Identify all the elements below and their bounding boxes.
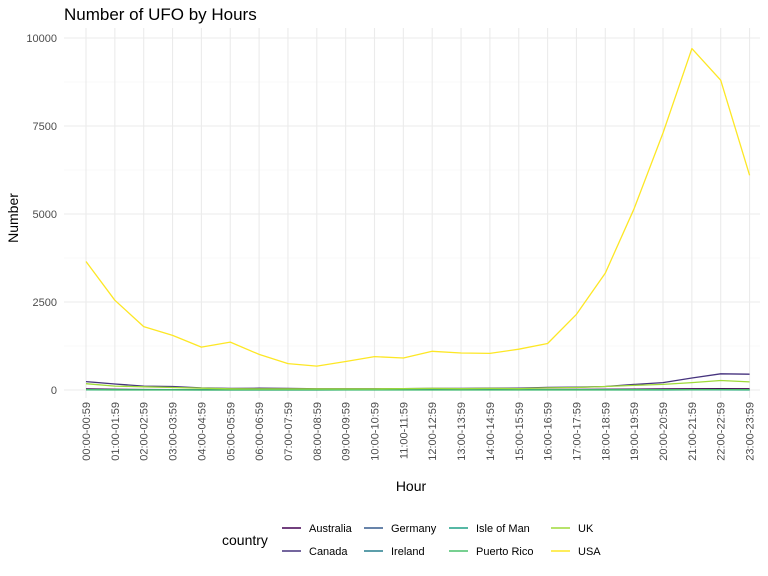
legend-label: Ireland xyxy=(391,546,425,558)
series-line-usa xyxy=(85,47,751,367)
legend-item-ireland: Ireland xyxy=(364,546,425,558)
legend-title: country xyxy=(222,532,268,548)
y-tick-label: 10000 xyxy=(26,33,57,45)
y-axis-title: Number xyxy=(5,193,21,243)
x-tick-label: 09:00-09:59 xyxy=(341,402,353,461)
legend-label: Canada xyxy=(309,546,348,558)
x-tick-label: 13:00-13:59 xyxy=(456,402,468,461)
y-tick-label: 2500 xyxy=(33,297,57,309)
x-tick-label: 04:00-04:59 xyxy=(196,402,208,461)
x-tick-label: 06:00-06:59 xyxy=(254,402,266,461)
legend: country Australia Canada Germany Ireland Isl… xyxy=(222,523,601,558)
legend-label: Germany xyxy=(391,523,437,535)
x-tick-label: 11:00-11:59 xyxy=(398,402,410,459)
grid xyxy=(64,28,760,398)
x-tick-label: 00:00-00:59 xyxy=(81,402,93,461)
x-axis-title: Hour xyxy=(396,478,427,494)
x-tick-label: 02:00-02:59 xyxy=(139,402,151,461)
x-tick-label: 12:00-12:59 xyxy=(427,402,439,461)
series-lines xyxy=(85,47,751,391)
legend-label: Australia xyxy=(309,523,353,535)
chart-title: Number of UFO by Hours xyxy=(64,5,257,24)
legend-item-australia: Australia xyxy=(282,523,353,535)
x-tick-label: 08:00-08:59 xyxy=(312,402,324,461)
legend-item-germany: Germany xyxy=(364,523,437,535)
series-line-uk xyxy=(85,379,750,390)
x-tick-label: 17:00-17:59 xyxy=(571,402,583,461)
x-tick-label: 20:00-20:59 xyxy=(658,402,670,461)
legend-item-canada: Canada xyxy=(282,546,348,558)
x-tick-label: 05:00-05:59 xyxy=(225,402,237,461)
x-tick-label: 07:00-07:59 xyxy=(283,402,295,461)
x-tick-label: 03:00-03:59 xyxy=(168,402,180,461)
x-tick-label: 21:00-21:59 xyxy=(687,402,699,461)
x-tick-label: 22:00-22:59 xyxy=(716,402,728,461)
legend-item-uk: UK xyxy=(551,523,594,535)
legend-label: UK xyxy=(578,523,594,535)
x-tick-label: 18:00-18:59 xyxy=(600,402,612,461)
legend-label: Puerto Rico xyxy=(476,546,533,558)
legend-label: USA xyxy=(578,546,601,558)
y-tick-label: 5000 xyxy=(33,209,57,221)
y-axis-ticks: 0 2500 5000 7500 10000 xyxy=(26,33,57,397)
x-tick-label: 14:00-14:59 xyxy=(485,402,497,461)
y-tick-label: 7500 xyxy=(33,121,57,133)
x-tick-label: 01:00-01:59 xyxy=(110,402,122,461)
x-tick-label: 19:00-19:59 xyxy=(629,402,641,461)
legend-item-puerto-rico: Puerto Rico xyxy=(449,546,533,558)
x-tick-label: 16:00-16:59 xyxy=(543,402,555,461)
series-line-canada xyxy=(85,373,750,390)
y-tick-label: 0 xyxy=(51,385,57,397)
legend-label: Isle of Man xyxy=(476,523,530,535)
legend-item-usa: USA xyxy=(551,546,601,558)
x-tick-label: 23:00-23:59 xyxy=(745,402,757,461)
x-tick-label: 10:00-10:59 xyxy=(370,402,382,461)
x-tick-label: 15:00-15:59 xyxy=(514,402,526,461)
x-axis-ticks: 00:00-00:59 01:00-01:59 02:00-02:59 03:00-0… xyxy=(81,402,757,461)
legend-item-isle-of-man: Isle of Man xyxy=(449,523,530,535)
